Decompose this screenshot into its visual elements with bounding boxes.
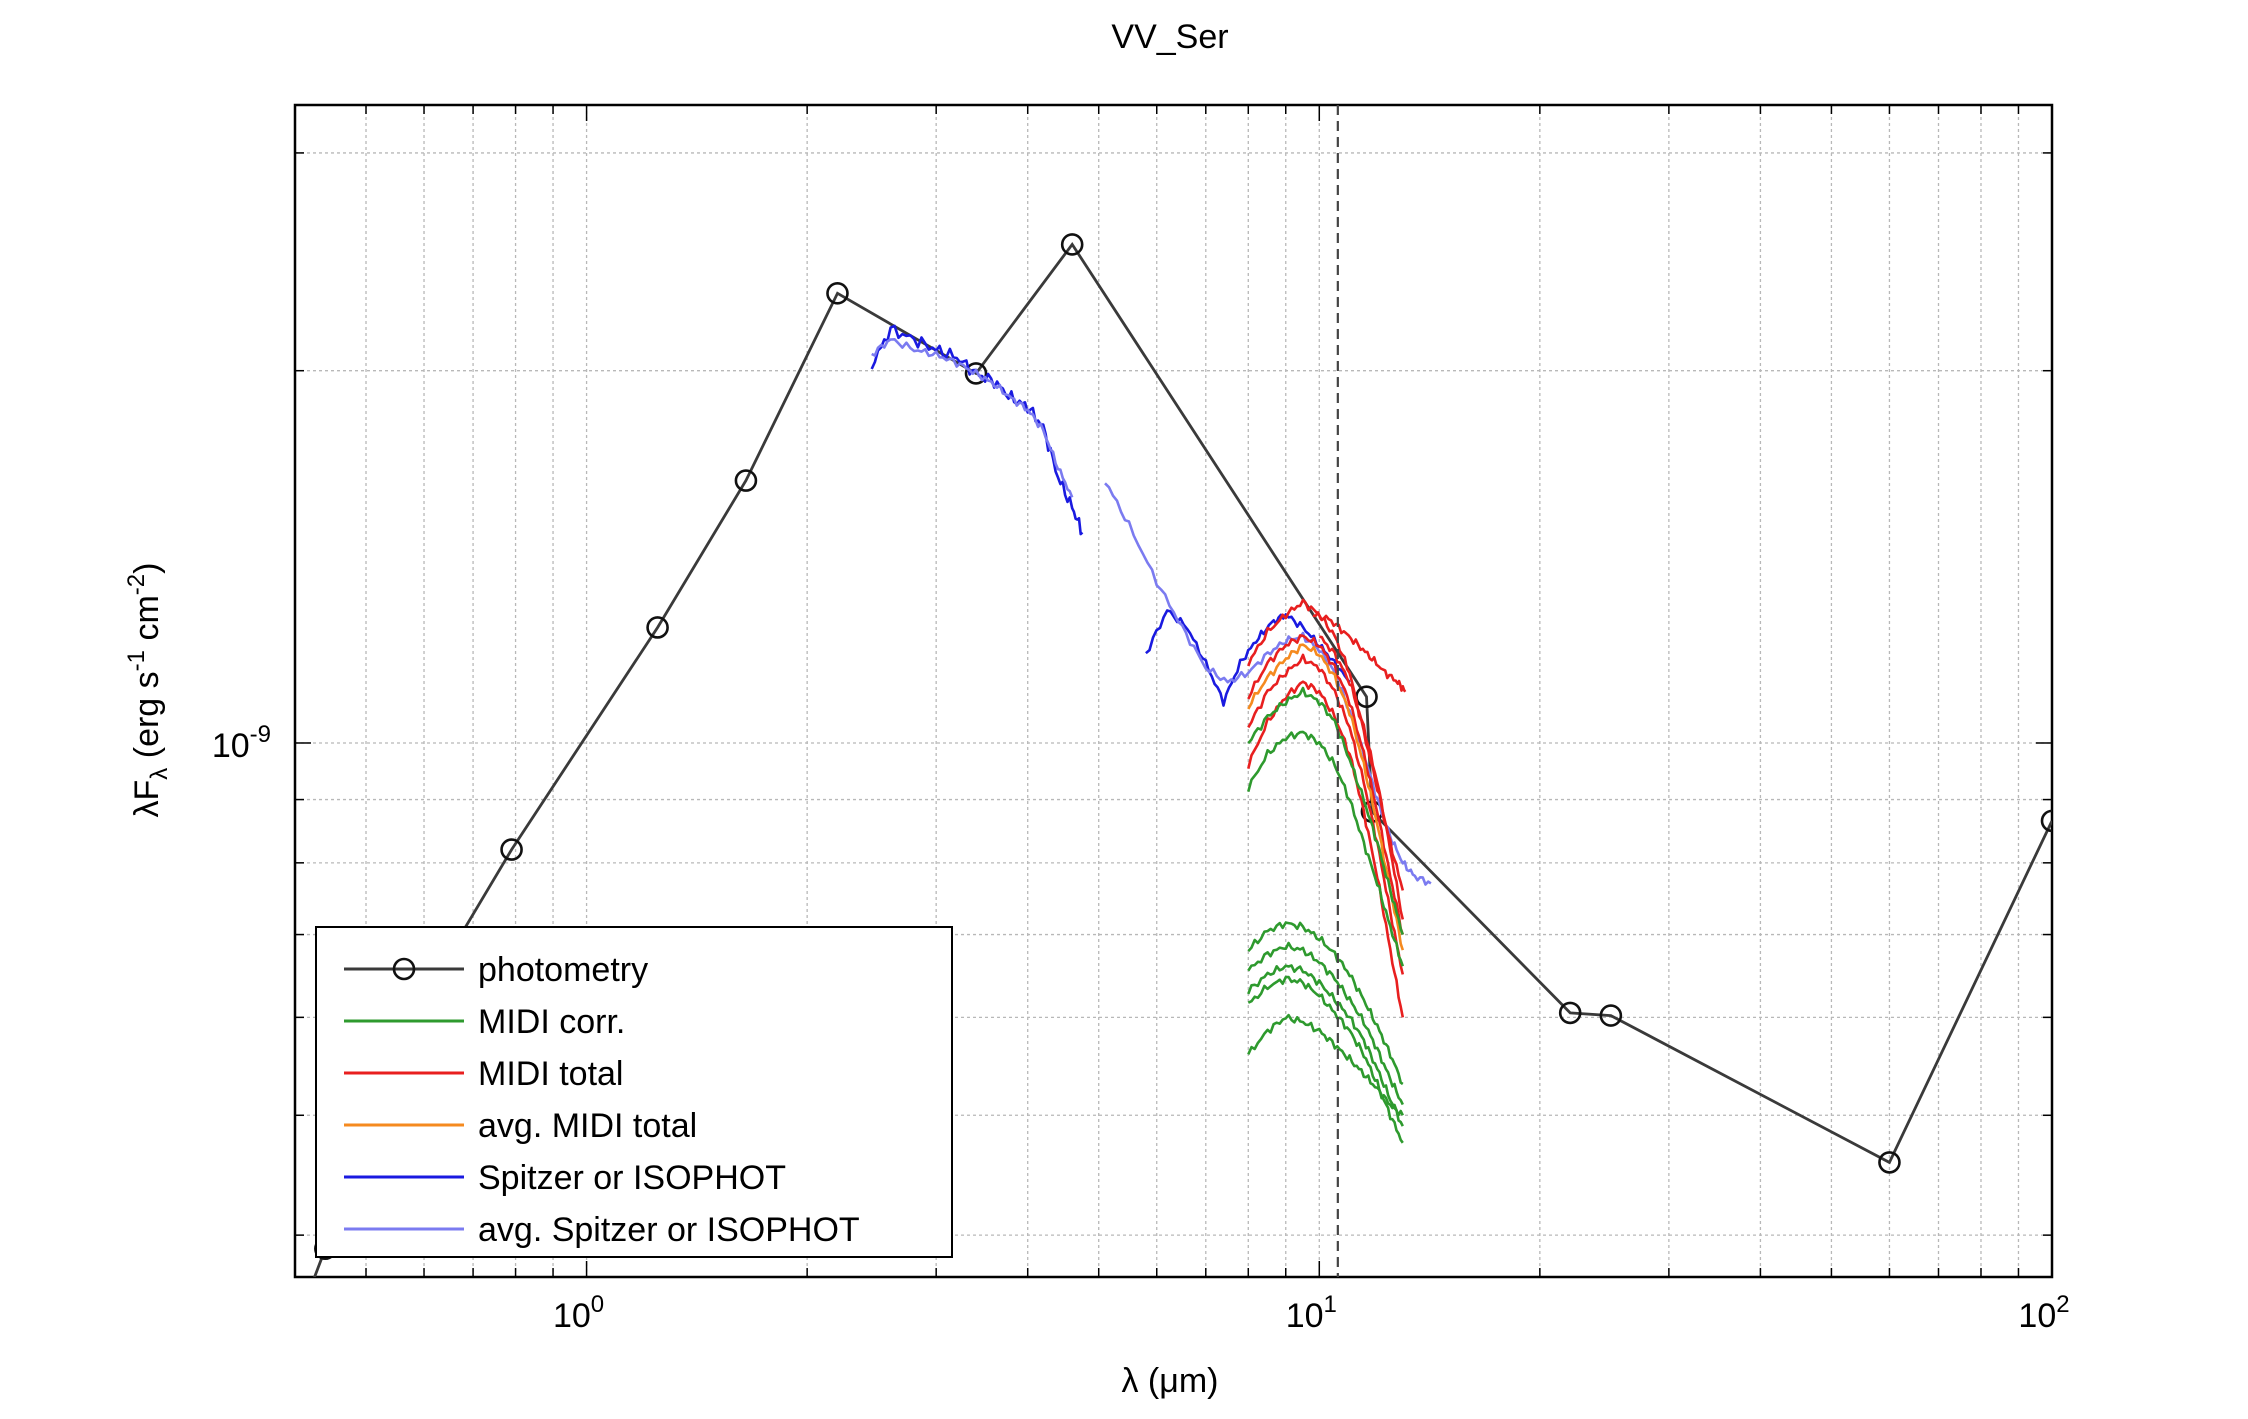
- axis-ticks: [294, 105, 2053, 1277]
- photometry-point: [826, 282, 849, 305]
- x-axis-tick-labels: 100 101 102: [553, 1291, 2070, 1335]
- photometry-point: [500, 838, 523, 861]
- x-tick-label-base: 10: [1286, 1297, 1324, 1335]
- midi-total-line: [1319, 635, 1405, 920]
- photometry-point: [1558, 1001, 1582, 1025]
- photometry-point: [964, 362, 988, 385]
- legend-label-avg-spitzer-or-isophot: avg. Spitzer or ISOPHOT: [478, 1211, 860, 1249]
- plot-frame: [293, 103, 2054, 1279]
- legend-label-photometry: photometry: [478, 951, 648, 989]
- y-axis-label-sub: λ: [146, 768, 173, 780]
- x-tick-label: 100: [553, 1291, 604, 1335]
- midi-corr-line: [1247, 921, 1404, 1086]
- y-tick-label-base: 10: [212, 727, 250, 765]
- y-axis-label: λFλ (erg s-1 cm-2): [123, 563, 173, 818]
- midi-corr-line: [1247, 1013, 1404, 1117]
- y-axis-label-cm: cm: [128, 595, 166, 650]
- legend-label-midi-corr: MIDI corr.: [478, 1003, 625, 1041]
- x-tick-label: 102: [2018, 1291, 2069, 1335]
- x-tick-label: 101: [1286, 1291, 1337, 1335]
- photometry-point: [2040, 809, 2052, 833]
- midi-total-line: [1312, 611, 1407, 693]
- y-axis-label-exp1: -1: [123, 650, 150, 671]
- chart-title: VV_Ser: [1111, 18, 1228, 56]
- midi-corr-line: [1247, 686, 1405, 936]
- avg-spitzer-or-isophot-line: [871, 337, 1074, 498]
- data-series: [313, 233, 2052, 1277]
- midi-corr-line: [1247, 730, 1405, 967]
- midi-corr-line: [1247, 941, 1404, 1106]
- photometry-point: [1599, 1004, 1623, 1027]
- midi-total-line: [1247, 634, 1405, 936]
- y-axis-label-units: (erg s: [128, 671, 166, 767]
- x-axis-label: λ (μm): [1121, 1362, 1218, 1400]
- midi-corr-line: [1247, 964, 1404, 1127]
- legend-box: [315, 926, 953, 1258]
- legend-label-midi-total: MIDI total: [478, 1055, 623, 1093]
- photometry-point: [1878, 1151, 1901, 1174]
- y-tick-label-exponent: -9: [250, 721, 271, 748]
- y-axis-tick-labels: 10-9: [212, 721, 271, 765]
- grid: [295, 105, 2052, 1277]
- y-tick-label: 10-9: [212, 721, 271, 765]
- photometry-point: [646, 616, 669, 639]
- legend-label-spitzer-or-isophot: Spitzer or ISOPHOT: [478, 1159, 786, 1197]
- y-axis-label-main: λF: [128, 780, 166, 818]
- legend-label-avg-midi-total: avg. MIDI total: [478, 1107, 697, 1145]
- legend-marker-photometry: [392, 957, 416, 981]
- x-tick-label-exponent: 0: [591, 1291, 604, 1318]
- midi-total-line: [1247, 653, 1405, 975]
- avg-midi-total-line: [1247, 643, 1405, 951]
- y-axis-label-exp2: -2: [123, 574, 150, 595]
- x-tick-label-exponent: 1: [1324, 1291, 1337, 1318]
- legend: photometry MIDI corr. MIDI total avg. MIDI …: [315, 926, 953, 1258]
- photometry-point: [734, 469, 758, 492]
- y-axis-label-close: ): [128, 563, 166, 574]
- x-tick-label-base: 10: [2018, 1297, 2056, 1335]
- x-tick-label-base: 10: [553, 1297, 591, 1335]
- x-tick-label-exponent: 2: [2056, 1291, 2069, 1318]
- photometry-point: [1060, 233, 1084, 256]
